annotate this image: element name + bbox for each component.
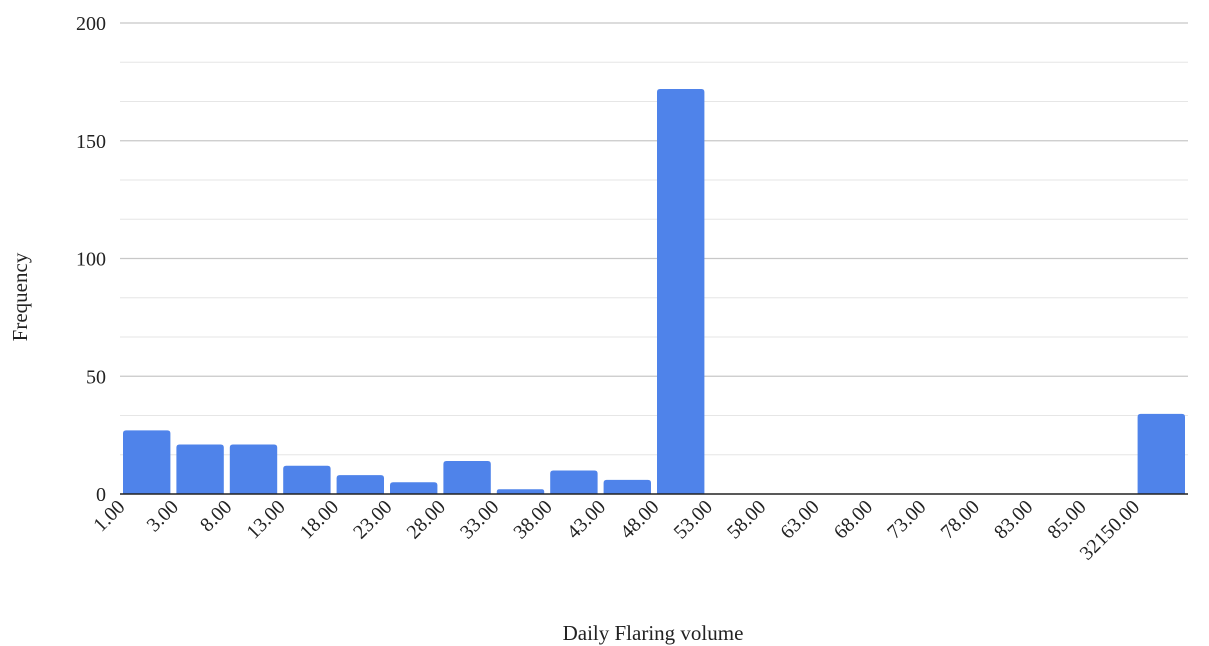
x-tick-label: 32150.00 [1076, 496, 1145, 565]
bar [123, 430, 171, 494]
bar [443, 461, 491, 494]
bar [1137, 413, 1185, 494]
x-tick-label: 28.00 [403, 496, 450, 543]
bar-layer [123, 88, 1185, 494]
y-tick-labels: 0 50 100 150 200 [76, 13, 106, 506]
x-tick-label: 38.00 [509, 496, 556, 543]
x-tick-label: 53.00 [670, 496, 717, 543]
x-tick-labels: 1.00 3.00 8.00 13.00 18.00 23.00 28.00 33.00 38.… [89, 496, 1144, 565]
bar [550, 470, 598, 494]
x-tick-label: 43.00 [563, 496, 610, 543]
y-tick-label: 200 [76, 13, 106, 35]
x-tick-label: 33.00 [456, 496, 503, 543]
x-tick-label: 78.00 [937, 496, 984, 543]
x-tick-label: 83.00 [990, 496, 1037, 543]
bar [603, 479, 651, 494]
x-tick-label: 73.00 [883, 496, 930, 543]
x-tick-label: 63.00 [776, 496, 823, 543]
x-axis-title: Daily Flaring volume [563, 621, 744, 645]
x-tick-label: 58.00 [723, 496, 770, 543]
bar [496, 489, 545, 494]
bar [390, 482, 438, 494]
x-tick-label: 13.00 [242, 496, 289, 543]
bar [657, 88, 705, 494]
x-tick-label: 8.00 [196, 496, 236, 536]
x-tick-label: 3.00 [143, 496, 183, 536]
x-tick-label: 23.00 [349, 496, 396, 543]
y-tick-label: 150 [76, 131, 106, 153]
y-tick-label: 100 [76, 249, 106, 271]
grid-layer [120, 22, 1188, 456]
bar [283, 465, 331, 494]
bar [336, 475, 384, 494]
x-tick-label: 48.00 [616, 496, 663, 543]
x-tick-label: 18.00 [296, 496, 343, 543]
y-axis-title: Frequency [8, 252, 32, 341]
y-tick-label: 0 [96, 484, 106, 506]
bar [176, 444, 224, 494]
bar [229, 444, 278, 494]
x-tick-label: 68.00 [830, 496, 877, 543]
x-tick-label: 85.00 [1043, 496, 1090, 543]
y-tick-label: 50 [86, 366, 106, 388]
